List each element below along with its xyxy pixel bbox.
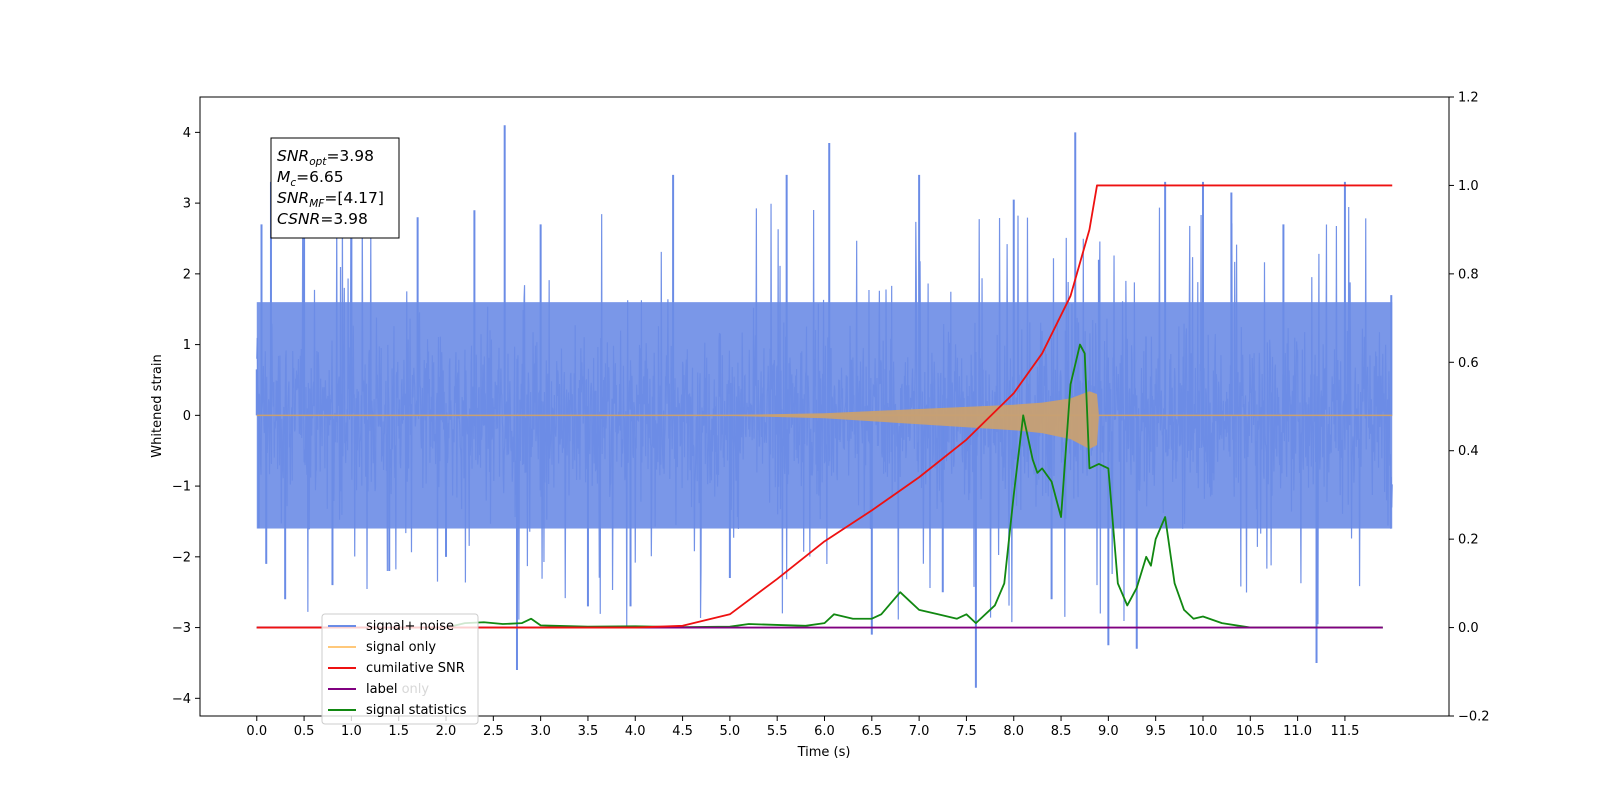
x-tick-label: 8.0 (1003, 724, 1024, 739)
y2-tick-label: 0.4 (1458, 444, 1479, 459)
x-tick-label: 7.5 (956, 724, 977, 739)
x-tick-label: 2.5 (483, 724, 504, 739)
y2-tick-label: 1.0 (1458, 179, 1479, 194)
x-tick-label: 11.5 (1330, 724, 1359, 739)
x-tick-label: 1.5 (388, 724, 409, 739)
annotation-line: CSNR=3.98 (277, 210, 368, 228)
x-tick-label: 3.5 (578, 724, 599, 739)
x-tick-label: 4.5 (672, 724, 693, 739)
legend-ghost-text: label only (366, 682, 429, 697)
x-tick-label: 10.0 (1189, 724, 1218, 739)
x-tick-label: 11.0 (1283, 724, 1312, 739)
y2-tick-label: 0.0 (1458, 621, 1479, 636)
x-tick-label: 9.0 (1098, 724, 1119, 739)
x-tick-label: 1.0 (341, 724, 362, 739)
y2-tick-label: 0.6 (1458, 356, 1479, 371)
x-tick-label: 8.5 (1051, 724, 1072, 739)
x-tick-label: 0.5 (294, 724, 315, 739)
y2-tick-label: 1.2 (1458, 91, 1479, 106)
y-tick-label: 0 (183, 409, 191, 424)
legend-label: signal+ noise (366, 619, 454, 634)
y2-tick-label: 0.2 (1458, 533, 1479, 548)
legend-frame (321, 613, 479, 725)
legend-label: signal only (366, 640, 436, 655)
x-tick-label: 3.0 (530, 724, 551, 739)
annotation-frame (270, 137, 400, 239)
x-tick-label: 6.0 (814, 724, 835, 739)
legend-ghost-text: signal statistics (366, 703, 467, 718)
x-tick-label: 5.5 (767, 724, 788, 739)
legend-label: signal statistics (366, 703, 467, 718)
y-tick-label: −4 (172, 692, 191, 707)
x-tick-label: 6.5 (861, 724, 882, 739)
y-tick-label: 1 (183, 338, 191, 353)
x-tick-label: 10.5 (1236, 724, 1265, 739)
x-axis-label: Time (s) (797, 745, 851, 760)
plot-layer (255, 125, 1393, 688)
legend-label: cumilative SNR (366, 661, 465, 676)
legend-label: label (366, 682, 397, 697)
x-tick-label: 0.0 (246, 724, 267, 739)
y-axis-label: Whitened strain (150, 354, 165, 457)
y-tick-label: −2 (172, 550, 191, 565)
series-cumulative-snr (256, 184, 1393, 629)
annotation-line: SNRMF=[4.17] (277, 189, 384, 210)
x-tick-label: 9.5 (1145, 724, 1166, 739)
x-tick-label: 5.0 (720, 724, 741, 739)
y-tick-label: −1 (172, 480, 191, 495)
y-tick-label: 2 (183, 267, 191, 282)
x-tick-label: 4.0 (625, 724, 646, 739)
y2-tick-label: 0.8 (1458, 267, 1479, 282)
x-tick-label: 2.0 (436, 724, 457, 739)
axes-layer: 0.0 0.5 1.0 1.5 2.0 2.5 3.0 3.5 4.0 4.5 5.0 5.5 6.0 6… (172, 91, 1490, 740)
y-tick-label: 4 (183, 126, 191, 141)
annotation-line: Mc=6.65 (277, 168, 344, 189)
x-tick-label: 7.0 (909, 724, 930, 739)
y-tick-label: 3 (183, 197, 191, 212)
annotation-line: SNRopt=3.98 (277, 147, 374, 168)
y2-tick-label: −0.2 (1458, 710, 1490, 725)
y-tick-label: −3 (172, 621, 191, 636)
